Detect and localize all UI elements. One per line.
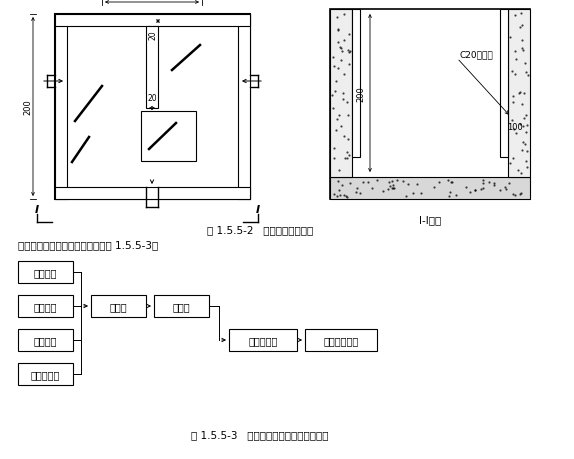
Bar [330,178,530,200]
Bar [141,112,196,162]
Text: 市政排水管道: 市政排水管道 [323,335,359,345]
Text: 沉砂池: 沉砂池 [173,302,191,311]
Bar [500,10,508,157]
Bar [55,15,67,200]
Text: 三级沉淀池: 三级沉淀池 [249,335,278,345]
Bar [508,10,530,178]
Bar [18,295,73,317]
Text: 200: 200 [24,100,33,115]
Text: 排水沟: 排水沟 [110,302,127,311]
Text: 施工地面排水系统的水流走向见图 1.5.5-3。: 施工地面排水系统的水流走向见图 1.5.5-3。 [18,240,158,249]
Bar [352,10,360,157]
Text: I: I [35,205,39,214]
Bar [146,27,158,109]
Text: I: I [256,205,260,214]
Bar [238,15,250,200]
Bar [305,329,377,351]
Text: 100: 100 [507,123,523,132]
Bar [330,10,530,200]
Text: 基坑明水: 基坑明水 [34,335,57,345]
Text: 20: 20 [149,30,157,40]
Bar [18,329,73,351]
Text: 地表雨水: 地表雨水 [34,268,57,277]
Text: 200: 200 [356,86,365,101]
Text: 图 1.5.5-3   地面排水系统水流走向示意图: 图 1.5.5-3 地面排水系统水流走向示意图 [191,429,329,439]
Text: C20混凝土: C20混凝土 [460,50,494,59]
Bar [229,329,297,351]
Bar [154,295,209,317]
Bar [55,15,250,200]
Bar [91,295,146,317]
Text: 洗车槽污水: 洗车槽污水 [31,369,60,379]
Text: 基坑降水: 基坑降水 [34,302,57,311]
Bar [18,262,73,283]
Text: 20: 20 [147,94,157,103]
Text: I-I剖面: I-I剖面 [419,214,441,224]
Bar [55,15,250,27]
Bar [18,363,73,385]
Bar [55,188,250,200]
Text: 图 1.5.5-2   沉淀池结构示意图: 图 1.5.5-2 沉淀池结构示意图 [207,224,313,235]
Bar [330,10,352,178]
